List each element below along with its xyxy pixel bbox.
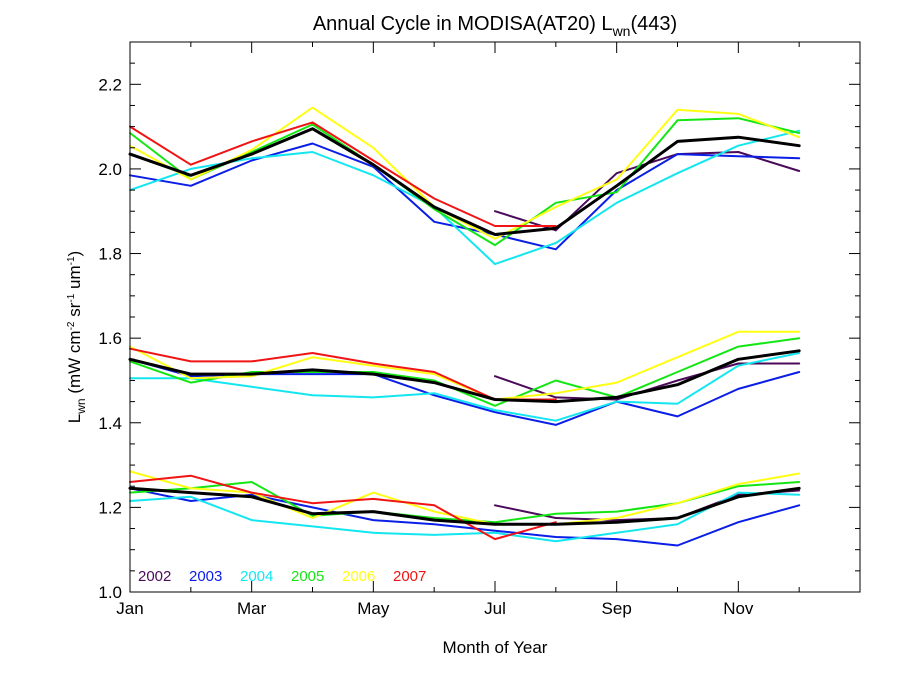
legend-entry-2006: 2006 bbox=[342, 568, 375, 585]
series-line-mean-0 bbox=[128, 127, 801, 236]
legend-entry-2002: 2002 bbox=[138, 568, 171, 585]
series-line-mean-1 bbox=[128, 349, 801, 404]
legend: 2002 2003 2004 2005 2006 2007 bbox=[138, 568, 426, 585]
y-tick-label-4: 1.8 bbox=[98, 245, 122, 264]
x-tick-label-4: Sep bbox=[602, 599, 632, 618]
series-line-2002-0 bbox=[494, 210, 557, 232]
legend-entry-2004: 2004 bbox=[240, 568, 273, 585]
series-line-2006-2 bbox=[129, 470, 801, 526]
legend-entry-2005: 2005 bbox=[291, 568, 324, 585]
x-axis-title: Month of Year bbox=[443, 638, 548, 657]
series-line-mean-2 bbox=[128, 486, 801, 526]
legend-entry-2007: 2007 bbox=[393, 568, 426, 585]
x-tick-label-3: Jul bbox=[484, 599, 506, 618]
series-line-2007-2 bbox=[129, 474, 557, 541]
y-tick-label-5: 2.0 bbox=[98, 160, 122, 179]
y-tick-label-3: 1.6 bbox=[98, 329, 122, 348]
series-line-2004-1 bbox=[129, 352, 801, 422]
x-tick-label-2: May bbox=[357, 599, 390, 618]
y-axis-title: Lwn (mW cm-2 sr-1 um-1) bbox=[65, 251, 88, 423]
legend-entry-2003: 2003 bbox=[189, 568, 222, 585]
y-tick-label-0: 1.0 bbox=[98, 583, 122, 602]
x-tick-label-0: Jan bbox=[116, 599, 143, 618]
series-line-2006-0 bbox=[129, 106, 801, 240]
series-line-2004-2 bbox=[129, 491, 801, 543]
ticks: Jan Mar May Jul Sep Nov 1.0 1.2 1.4 1.6 1.8 2.0 2.2 bbox=[98, 41, 861, 618]
series-line-2007-0 bbox=[129, 121, 557, 227]
series-line-2007-1 bbox=[129, 347, 557, 401]
y-tick-label-6: 2.2 bbox=[98, 75, 122, 94]
series-line-2004-0 bbox=[129, 129, 801, 266]
x-tick-label-1: Mar bbox=[237, 599, 267, 618]
plot-lines bbox=[128, 106, 801, 547]
y-tick-label-2: 1.4 bbox=[98, 414, 122, 433]
x-tick-label-5: Nov bbox=[723, 599, 754, 618]
y-tick-label-1: 1.2 bbox=[98, 498, 122, 517]
chart-title: Annual Cycle in MODISA(AT20) Lwn(443) bbox=[313, 13, 677, 39]
